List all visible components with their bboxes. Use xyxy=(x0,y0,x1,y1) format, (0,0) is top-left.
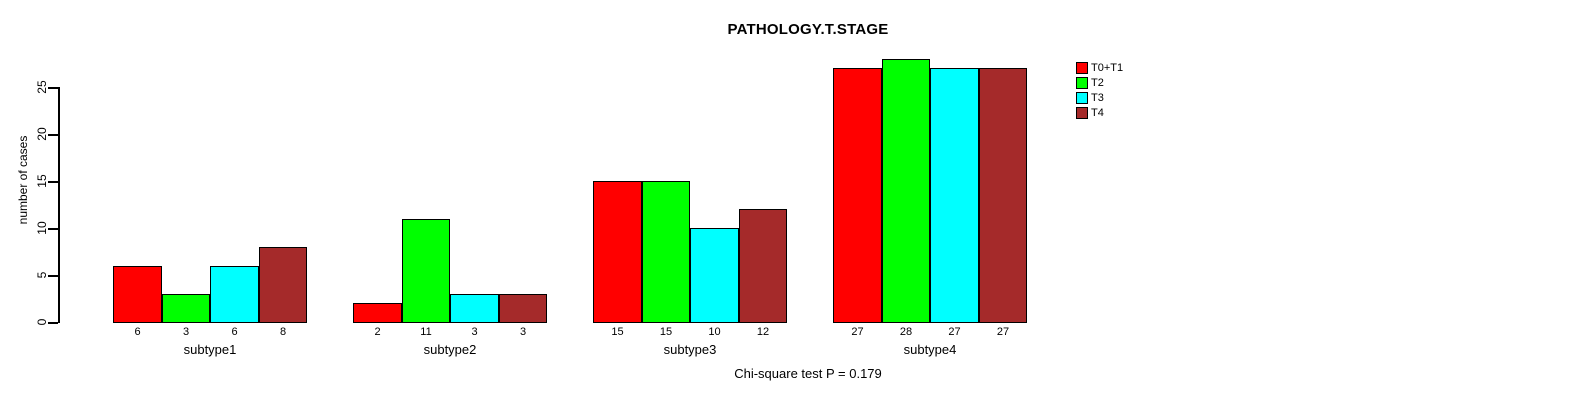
y-axis-title: number of cases xyxy=(16,135,30,225)
y-tick-mark xyxy=(48,275,58,277)
bar-subtype4-T4 xyxy=(979,68,1027,323)
legend-swatch-T0+T1 xyxy=(1076,62,1088,74)
bar-subtype4-T3 xyxy=(930,68,979,323)
chi-square-note: Chi-square test P = 0.179 xyxy=(734,366,882,381)
bar-value-label: 6 xyxy=(134,326,141,338)
bar-value-label: 27 xyxy=(996,326,1010,338)
x-category-label: subtype3 xyxy=(663,342,717,357)
bar-subtype1-T3 xyxy=(210,266,259,323)
bar-subtype1-T0+T1 xyxy=(113,266,162,323)
bar-value-label: 10 xyxy=(708,326,721,338)
chart-title: PATHOLOGY.T.STAGE xyxy=(727,21,889,38)
y-tick-label: 25 xyxy=(35,80,49,94)
bar-value-label: 15 xyxy=(611,326,624,338)
bar-value-label: 3 xyxy=(182,326,190,338)
y-tick-mark xyxy=(48,134,58,136)
bar-value-label: 3 xyxy=(519,326,527,338)
bar-subtype3-T0+T1 xyxy=(593,181,642,323)
x-category-label: subtype1 xyxy=(183,342,237,357)
bar-value-label: 3 xyxy=(471,326,478,338)
bar-subtype4-T2 xyxy=(882,59,930,323)
y-tick-label: 0 xyxy=(35,318,49,326)
bar-subtype2-T0+T1 xyxy=(353,303,402,323)
y-tick-label: 10 xyxy=(35,221,49,235)
bar-subtype1-T4 xyxy=(259,247,307,323)
y-tick-mark xyxy=(48,181,58,183)
legend-label: T2 xyxy=(1091,77,1104,89)
bar-value-label: 28 xyxy=(899,326,913,338)
bar-value-label: 2 xyxy=(374,326,381,338)
y-tick-mark xyxy=(48,228,58,230)
legend-swatch-T4 xyxy=(1076,107,1088,119)
x-category-label: subtype2 xyxy=(423,342,477,357)
bar-subtype3-T3 xyxy=(690,228,739,323)
bar-value-label: 6 xyxy=(231,326,238,338)
y-tick-mark xyxy=(48,87,58,89)
legend-label: T4 xyxy=(1091,107,1104,119)
bar-value-label: 12 xyxy=(756,326,770,338)
bar-subtype4-T0+T1 xyxy=(833,68,882,323)
legend-label: T3 xyxy=(1091,92,1104,104)
bar-value-label: 8 xyxy=(279,326,287,338)
x-category-label: subtype4 xyxy=(903,342,957,357)
bar-subtype2-T4 xyxy=(499,294,547,323)
y-tick-label: 20 xyxy=(35,127,49,141)
y-tick-mark xyxy=(48,322,58,324)
legend-label: T0+T1 xyxy=(1091,62,1124,74)
bar-subtype3-T2 xyxy=(642,181,690,323)
bar-subtype3-T4 xyxy=(739,209,787,323)
y-tick-label: 5 xyxy=(35,271,49,279)
y-axis-line xyxy=(58,87,60,323)
y-tick-label: 15 xyxy=(35,174,49,188)
legend-swatch-T3 xyxy=(1076,92,1088,104)
bar-subtype2-T2 xyxy=(402,219,450,323)
bar-value-label: 27 xyxy=(948,326,961,338)
bar-subtype2-T3 xyxy=(450,294,499,323)
bar-value-label: 27 xyxy=(851,326,864,338)
bar-value-label: 11 xyxy=(420,326,432,338)
bar-subtype1-T2 xyxy=(162,294,210,323)
legend-swatch-T2 xyxy=(1076,77,1088,89)
bar-value-label: 15 xyxy=(659,326,673,338)
